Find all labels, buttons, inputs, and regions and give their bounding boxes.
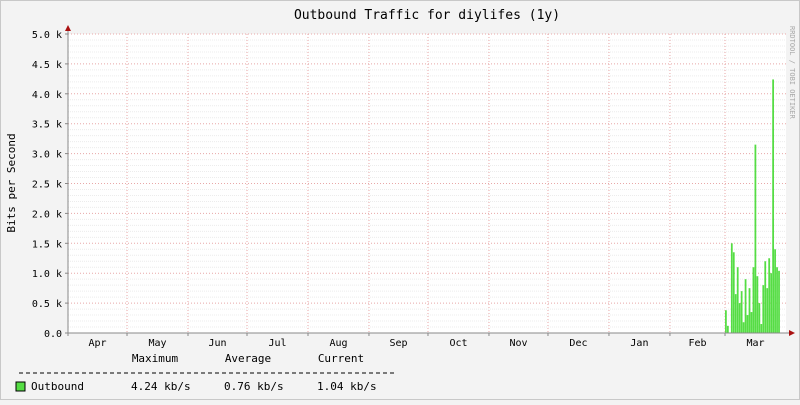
chart-title: Outbound Traffic for diylifes (1y): [294, 8, 560, 23]
legend-maximum-value: 4.24 kb/s: [131, 380, 191, 393]
legend-header-current: Current: [318, 352, 364, 365]
x-tick-label: Feb: [688, 338, 706, 349]
legend: Maximum Average Current Outbound 4.24 kb…: [15, 352, 395, 393]
data-bar: [744, 279, 747, 333]
data-bar: [750, 312, 753, 333]
data-bar: [760, 324, 763, 333]
data-bar: [764, 261, 767, 333]
watermark: RRDTOOL / TOBI OETIKER: [788, 26, 796, 120]
y-axis-label: Bits per Second: [5, 133, 18, 232]
y-tick-label: 3.5 k: [32, 120, 62, 131]
y-tick-label: 1.0 k: [32, 269, 62, 280]
y-tick-label: 0.0: [44, 329, 62, 340]
legend-header-average: Average: [225, 352, 271, 365]
data-bar: [752, 267, 755, 333]
x-tick-label: Nov: [509, 338, 527, 349]
legend-series-name: Outbound: [31, 380, 84, 393]
data-bar: [772, 79, 774, 333]
data-bar: [758, 303, 761, 333]
y-tick-labels: 0.0 0.5 k 1.0 k 1.5 k 2.0 k 2.5 k 3.0 k 3.5 k 4.…: [32, 30, 62, 340]
data-bar: [748, 288, 751, 333]
data-bar: [776, 267, 778, 333]
legend-header-maximum: Maximum: [132, 352, 179, 365]
y-axis-arrow: [65, 25, 71, 31]
y-tick-label: 2.0 k: [32, 209, 62, 220]
x-tick-label: Oct: [449, 338, 467, 349]
data-bar: [766, 288, 769, 333]
x-tick-label: Aug: [329, 338, 347, 349]
data-bar: [726, 325, 729, 333]
legend-current-value: 1.04 kb/s: [317, 380, 377, 393]
data-bar: [725, 310, 727, 333]
data-bar: [770, 273, 773, 333]
data-bar: [734, 294, 737, 333]
data-bar: [778, 270, 780, 333]
grid: [68, 33, 786, 333]
y-tick-label: 4.5 k: [32, 60, 62, 71]
axes: [65, 25, 795, 336]
plot-area: [725, 79, 780, 333]
x-tick-label: May: [148, 338, 166, 349]
x-tick-label: Jun: [208, 338, 226, 349]
data-bar: [774, 249, 776, 333]
data-bar: [762, 285, 765, 333]
data-bar: [730, 243, 733, 333]
y-tick-label: 3.0 k: [32, 150, 62, 161]
y-tick-label: 4.0 k: [32, 90, 62, 101]
data-bar: [732, 252, 735, 333]
y-tick-label: 1.5 k: [32, 239, 62, 250]
x-tick-label: Dec: [569, 338, 587, 349]
data-bar: [756, 276, 759, 333]
data-bar: [768, 258, 771, 333]
x-tick-label: Mar: [746, 338, 764, 349]
y-tick-label: 0.5 k: [32, 299, 62, 310]
data-bar: [738, 303, 741, 333]
plot-background: [68, 34, 786, 333]
y-tick-label: 5.0 k: [32, 30, 62, 41]
x-tick-label: Jul: [268, 338, 286, 349]
data-bar: [742, 322, 745, 333]
x-tick-label: Jan: [630, 338, 648, 349]
x-tick-labels: Apr May Jun Jul Aug Sep Oct Nov Dec Jan Feb Mar: [88, 338, 764, 349]
data-bar: [746, 315, 749, 333]
y-tick-label: 2.5 k: [32, 180, 62, 191]
x-axis-arrow: [789, 330, 795, 336]
legend-average-value: 0.76 kb/s: [224, 380, 284, 393]
data-bar: [754, 144, 757, 333]
data-bar: [740, 291, 743, 333]
legend-swatch-outbound: [15, 381, 26, 392]
x-tick-label: Apr: [88, 338, 106, 349]
x-tick-label: Sep: [389, 338, 407, 349]
data-bar: [736, 267, 739, 333]
